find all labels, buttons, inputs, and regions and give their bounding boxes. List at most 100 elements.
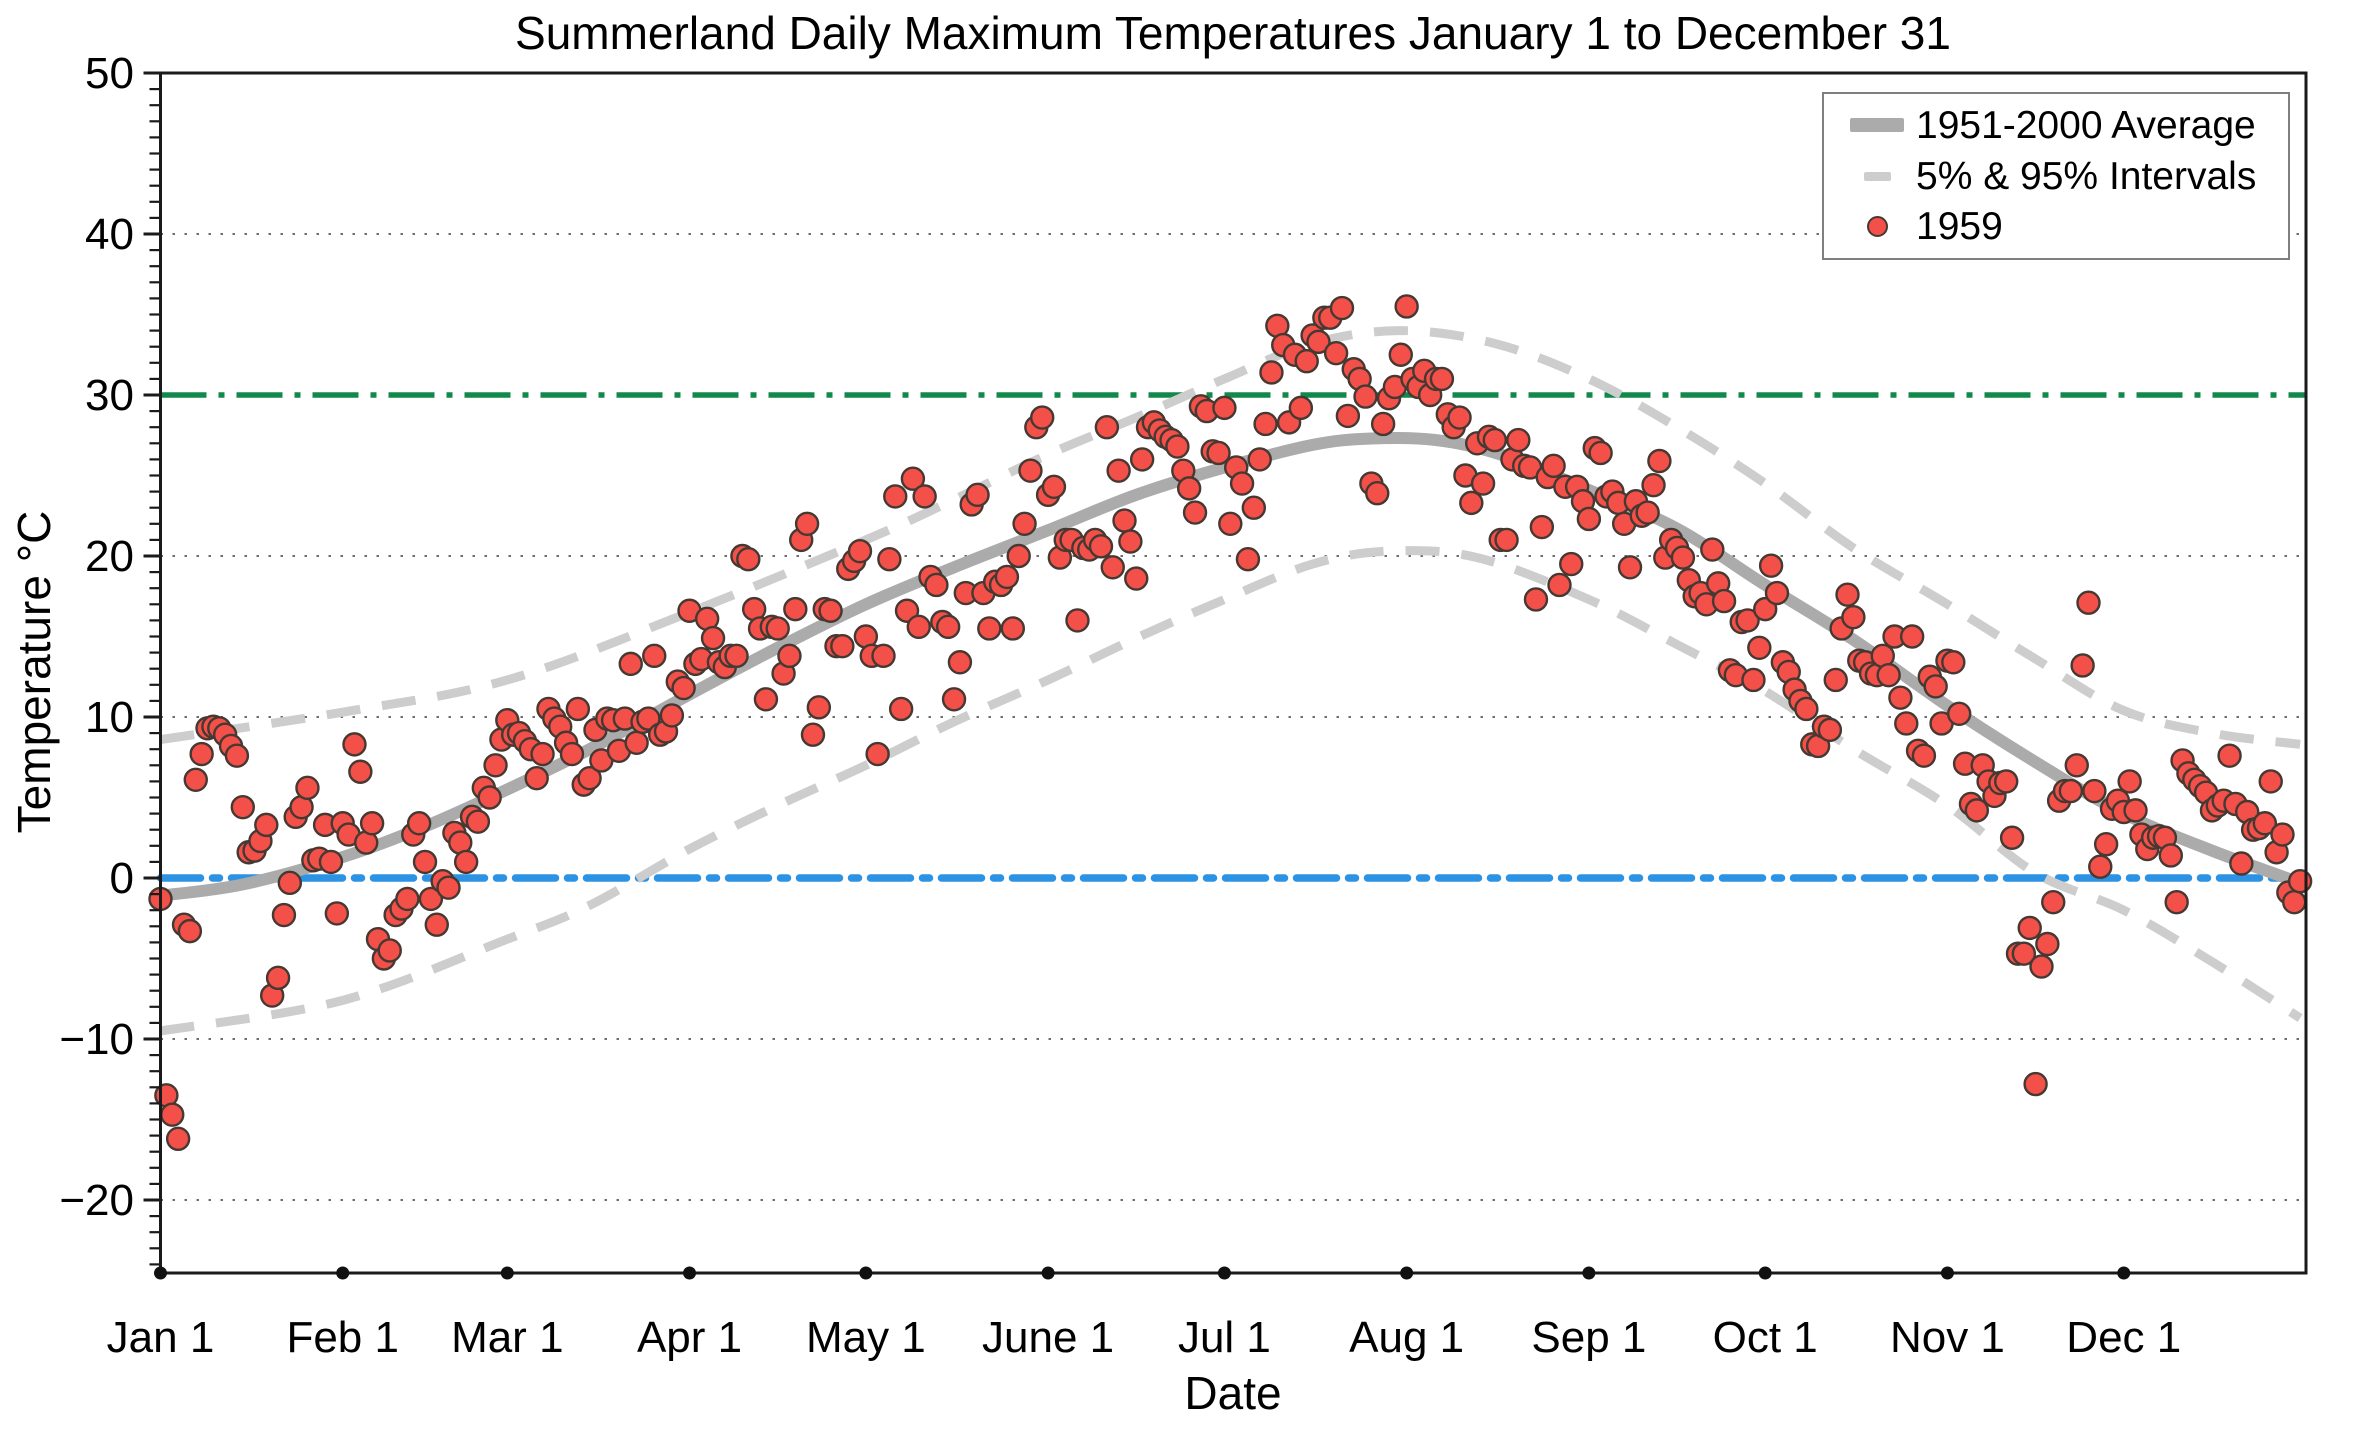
data-point: [1647, 448, 1672, 474]
x-tick-label: May 1: [806, 1313, 926, 1362]
x-tick-dot-Oct1: [1758, 1266, 1772, 1280]
data-point: [577, 765, 602, 791]
legend-label-intervals: 5% & 95% Intervals: [1916, 154, 2257, 198]
legend-swatch-wrap: [1838, 216, 1916, 238]
data-point: [406, 811, 432, 836]
x-tick-label: Jan 1: [107, 1313, 215, 1362]
legend-item-1959: 1959: [1838, 207, 2288, 246]
data-point: [436, 875, 461, 900]
data-point: [877, 547, 902, 572]
data-point: [618, 651, 643, 677]
data-point: [160, 1102, 185, 1127]
data-point: [1000, 616, 1026, 641]
x-tick-dot-Mar1: [500, 1266, 514, 1280]
data-point: [1635, 500, 1660, 525]
data-point: [189, 741, 214, 767]
data-point: [1999, 825, 2025, 850]
data-point: [1559, 551, 1584, 577]
data-point: [359, 811, 385, 836]
data-point: [1764, 580, 1790, 606]
data-point: [318, 849, 344, 875]
data-point: [1088, 534, 1114, 559]
data-point: [1541, 453, 1566, 479]
data-point: [1370, 411, 1396, 437]
data-point: [818, 598, 843, 623]
x-tick-label: Apr 1: [637, 1313, 742, 1362]
data-point: [2158, 843, 2184, 868]
data-point: [1888, 685, 1913, 710]
y-tick-label: 20: [85, 532, 134, 581]
x-tick-label: Mar 1: [451, 1313, 563, 1362]
x-tick-dot-Aug1: [1400, 1266, 1414, 1280]
x-axis-label: Date: [1184, 1367, 1282, 1419]
data-point: [1018, 458, 1043, 483]
data-point: [165, 1126, 191, 1152]
data-point: [830, 633, 855, 659]
scatter-point-swatch: [1866, 216, 1888, 238]
x-tick-dot-May1: [859, 1266, 873, 1280]
data-point: [1941, 650, 1966, 675]
data-point: [1212, 395, 1237, 421]
y-tick-label: 0: [110, 854, 134, 903]
data-point: [888, 696, 914, 722]
data-point: [671, 675, 696, 701]
data-point: [524, 765, 549, 791]
data-point: [324, 901, 350, 926]
data-point: [2093, 831, 2119, 857]
legend-swatch-wrap: [1838, 118, 1916, 133]
data-point: [183, 767, 208, 792]
data-point: [224, 743, 250, 768]
interval-line-swatch: [1863, 171, 1891, 181]
data-point: [1576, 506, 1602, 532]
y-axis-label: Temperature °C: [8, 510, 60, 834]
data-point: [1506, 427, 1531, 453]
data-point: [883, 484, 908, 509]
data-point: [1365, 481, 1390, 506]
data-point: [659, 703, 685, 728]
data-point: [277, 870, 303, 896]
data-point: [477, 785, 502, 810]
data-point: [1323, 340, 1349, 366]
data-point: [736, 547, 761, 572]
plot-frame: [159, 71, 2308, 1275]
data-point: [1247, 447, 1272, 472]
data-point: [2123, 798, 2148, 823]
data-point: [1670, 545, 1696, 570]
data-point: [1065, 608, 1090, 633]
y-tick-label: 10: [85, 693, 134, 742]
data-point: [2282, 889, 2307, 915]
data-point: [2117, 769, 2142, 794]
data-point: [765, 616, 790, 641]
data-point: [530, 741, 555, 767]
data-point: [906, 614, 931, 640]
data-point: [1459, 490, 1484, 516]
data-point: [1394, 294, 1419, 319]
data-point: [254, 812, 279, 838]
x-tick-label: Jul 1: [1178, 1313, 1271, 1362]
data-point: [1482, 427, 1508, 453]
data-point: [2252, 811, 2278, 836]
data-point: [700, 625, 726, 651]
x-tick-dot-Nov1: [1940, 1266, 1954, 1280]
data-point: [1118, 529, 1143, 554]
data-point: [1129, 447, 1155, 472]
data-point: [1100, 555, 1125, 580]
data-point: [1588, 440, 1613, 466]
data-point: [265, 965, 291, 991]
data-point: [1899, 624, 1925, 649]
data-point: [642, 643, 667, 669]
data-point: [1835, 582, 1860, 607]
data-point: [2064, 753, 2089, 778]
data-point: [1523, 587, 1549, 612]
data-point: [871, 643, 896, 669]
curve-95-interval: [159, 326, 2301, 749]
data-point: [1758, 553, 1784, 578]
data-point: [1429, 366, 1455, 392]
scatter-series-1959: [148, 294, 2313, 1152]
x-tick-label: Dec 1: [2066, 1313, 2181, 1362]
data-point: [1388, 342, 1413, 367]
data-point: [348, 759, 373, 784]
data-point: [1006, 543, 1031, 569]
data-point: [1259, 360, 1284, 385]
data-point: [1617, 555, 1643, 580]
